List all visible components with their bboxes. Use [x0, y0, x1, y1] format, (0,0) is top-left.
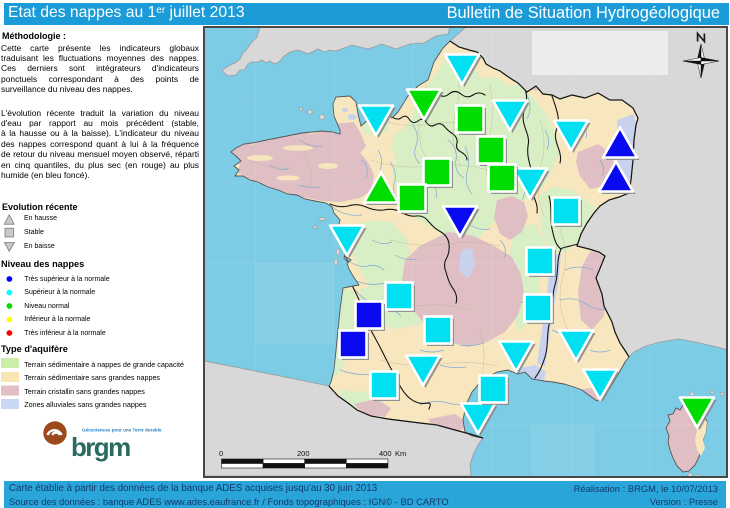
svg-text:Géosciences pour une Terre dur: Géosciences pour une Terre durable [82, 428, 162, 433]
svg-text:Km: Km [395, 449, 406, 458]
svg-text:0: 0 [219, 449, 223, 458]
svg-text:brgm: brgm [71, 432, 130, 462]
svg-text:200: 200 [297, 449, 310, 458]
svg-text:400: 400 [379, 449, 392, 458]
